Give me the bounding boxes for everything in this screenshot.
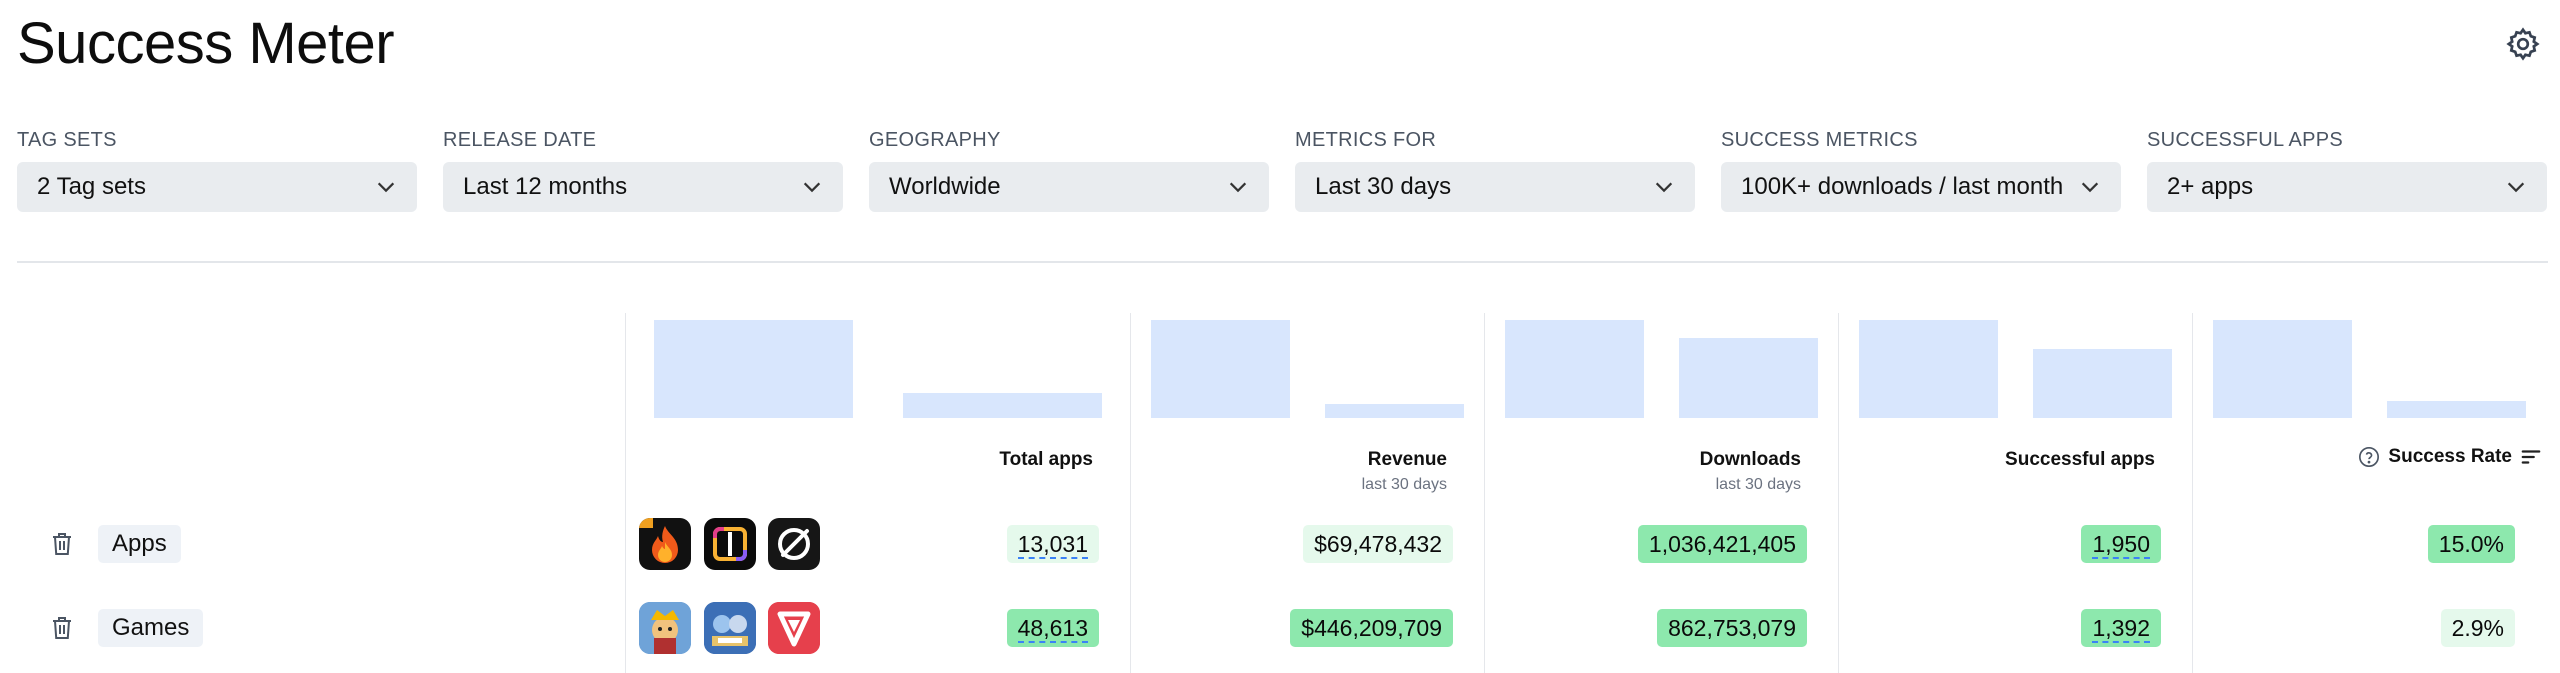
header-revenue: Revenue (1367, 449, 1447, 470)
gear-icon[interactable] (2505, 26, 2541, 62)
total-apps-link[interactable]: 48,613 (1017, 615, 1088, 643)
successful-apps-bar-games (2033, 349, 2172, 418)
table-row: Apps 13,031 $69,478,432 1,036,421,405 1,… (0, 514, 2560, 574)
success-rate-bar-apps (2213, 320, 2352, 418)
select-value: Last 30 days (1315, 173, 1452, 200)
table-row: Games 48,613 $446,209,709 862,753,079 1,… (0, 598, 2560, 658)
total-apps-value[interactable]: 13,031 (1006, 525, 1099, 563)
filter-label: GEOGRAPHY (869, 129, 1001, 151)
filter-label: SUCCESSFUL APPS (2147, 129, 2344, 151)
column-divider (1130, 313, 1131, 673)
tag-sets-select[interactable]: 2 Tag sets (17, 162, 417, 212)
chevron-down-icon (1229, 182, 1247, 193)
app-icon[interactable] (639, 518, 691, 570)
header-total-apps: Total apps (999, 449, 1093, 470)
column-divider (1838, 313, 1839, 673)
filter-label: TAG SETS (17, 129, 117, 151)
filter-label: SUCCESS METRICS (1721, 129, 1918, 151)
successful-apps-value[interactable]: 1,392 (2081, 609, 2161, 647)
downloads-bar-apps (1505, 320, 1644, 418)
divider (17, 261, 2548, 263)
app-icon[interactable] (704, 518, 756, 570)
trash-icon[interactable] (50, 615, 74, 641)
filter-success-metrics: SUCCESS METRICS 100K+ downloads / last m… (1721, 128, 2121, 212)
chevron-down-icon (2507, 182, 2525, 193)
header-success-rate-label: Success Rate (2388, 446, 2512, 467)
total-apps-bar-apps (654, 320, 853, 418)
chevron-down-icon (1655, 182, 1673, 193)
filter-metrics-for: METRICS FOR Last 30 days (1295, 128, 1695, 212)
filter-successful-apps: SUCCESSFUL APPS 2+ apps (2147, 128, 2547, 212)
row-label: Apps (98, 525, 181, 563)
select-value: 100K+ downloads / last month (1741, 173, 2064, 200)
success-rate-value: 15.0% (2427, 525, 2515, 563)
downloads-bar-games (1679, 338, 1818, 418)
select-value: 2 Tag sets (37, 173, 146, 200)
header-downloads-sub: last 30 days (1715, 476, 1801, 493)
header-success-rate[interactable]: Success Rate (2358, 446, 2542, 468)
app-icon[interactable] (768, 602, 820, 654)
select-value: Worldwide (889, 173, 1001, 200)
header-downloads: Downloads (1699, 449, 1801, 470)
successful-apps-link[interactable]: 1,950 (2092, 531, 2150, 559)
filter-label: RELEASE DATE (443, 129, 597, 151)
total-apps-link[interactable]: 13,031 (1017, 531, 1088, 559)
filter-geography: GEOGRAPHY Worldwide (869, 128, 1269, 212)
select-value: Last 12 months (463, 173, 628, 200)
revenue-bar-apps (1151, 320, 1290, 418)
successful-apps-link[interactable]: 1,392 (2092, 615, 2150, 643)
chevron-down-icon (803, 182, 821, 193)
filter-tag-sets: TAG SETS 2 Tag sets (17, 128, 417, 212)
select-value: 2+ apps (2167, 173, 2254, 200)
column-divider (625, 313, 626, 673)
metrics-for-select[interactable]: Last 30 days (1295, 162, 1695, 212)
app-icon[interactable] (639, 602, 691, 654)
help-circle-icon[interactable] (2358, 446, 2380, 468)
page-title: Success Meter (17, 11, 395, 76)
header-revenue-sub: last 30 days (1361, 476, 1447, 493)
revenue-bar-games (1325, 404, 1464, 418)
app-icon[interactable] (704, 602, 756, 654)
column-divider (1484, 313, 1485, 673)
filter-bar: TAG SETS 2 Tag sets RELEASE DATE Last 12… (17, 128, 2547, 212)
total-apps-bar-games (903, 393, 1102, 418)
successful-apps-value[interactable]: 1,950 (2081, 525, 2161, 563)
revenue-value: $446,209,709 (1290, 609, 1453, 647)
successful-apps-select[interactable]: 2+ apps (2147, 162, 2547, 212)
success-rate-value: 2.9% (2440, 609, 2515, 647)
trash-icon[interactable] (50, 531, 74, 557)
downloads-value: 862,753,079 (1657, 609, 1807, 647)
header-successful-apps: Successful apps (2005, 449, 2155, 470)
total-apps-value[interactable]: 48,613 (1006, 609, 1099, 647)
success-rate-bar-games (2387, 401, 2526, 418)
revenue-value: $69,478,432 (1303, 525, 1453, 563)
geography-select[interactable]: Worldwide (869, 162, 1269, 212)
app-icon[interactable] (768, 518, 820, 570)
success-metrics-select[interactable]: 100K+ downloads / last month (1721, 162, 2121, 212)
chevron-down-icon (2081, 182, 2099, 193)
row-label: Games (98, 609, 204, 647)
column-divider (2192, 313, 2193, 673)
release-date-select[interactable]: Last 12 months (443, 162, 843, 212)
filter-label: METRICS FOR (1295, 129, 1437, 151)
chevron-down-icon (377, 182, 395, 193)
filter-release-date: RELEASE DATE Last 12 months (443, 128, 843, 212)
sort-icon[interactable] (2520, 446, 2542, 468)
successful-apps-bar-apps (1859, 320, 1998, 418)
downloads-value: 1,036,421,405 (1637, 525, 1807, 563)
